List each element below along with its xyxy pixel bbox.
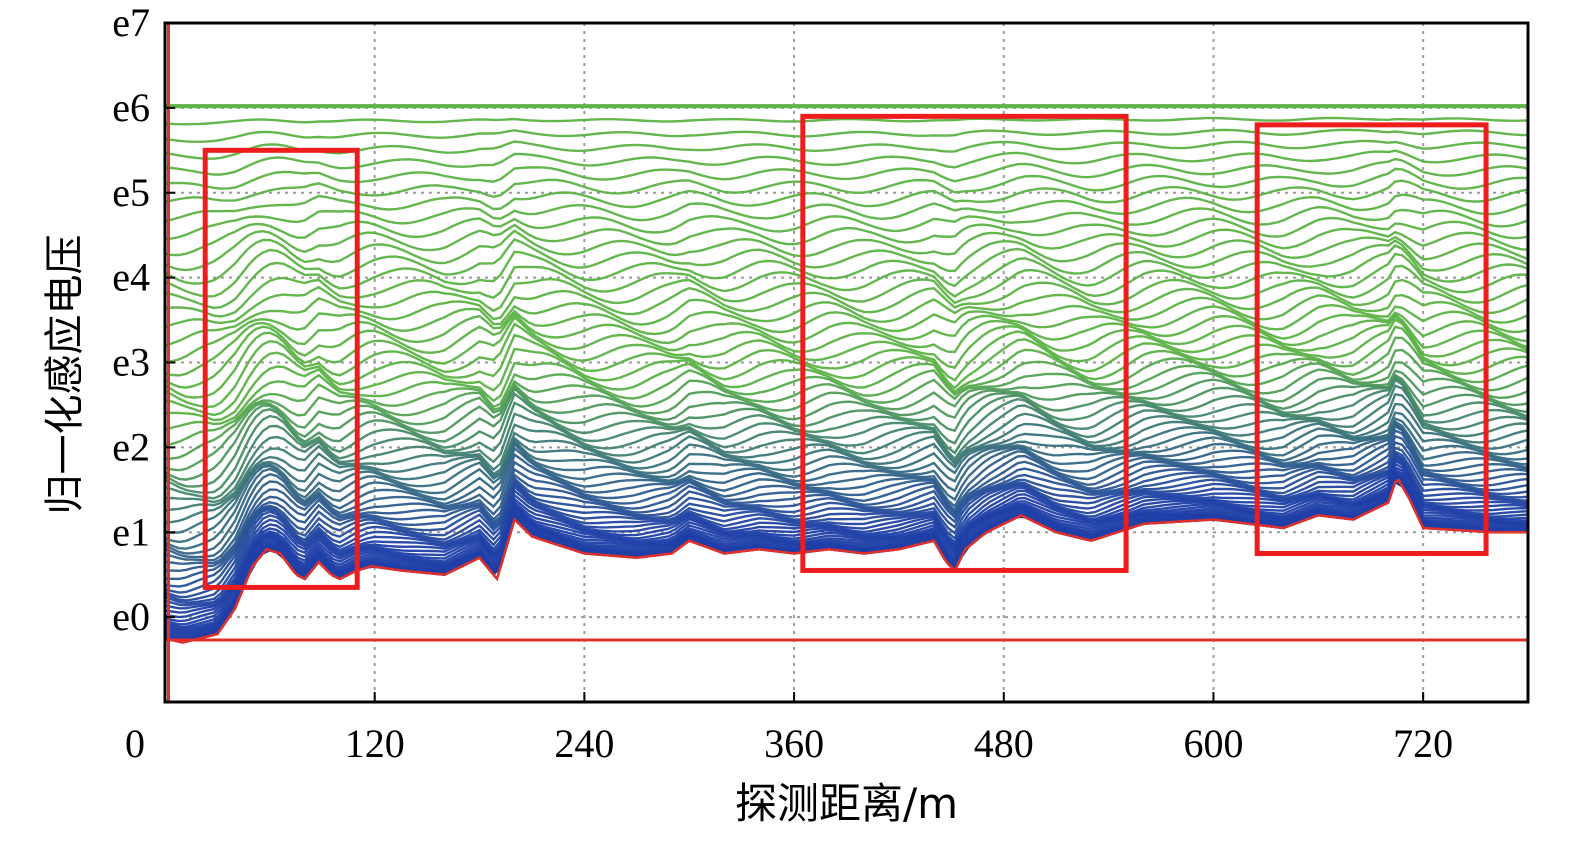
x-tick-label: 720 [1393,721,1453,766]
x-axis-title: 探测距离/m [735,779,958,828]
series-curve [164,374,1529,494]
series-curve [164,303,1529,389]
x-tick-label: 0 [125,721,145,766]
x-tick-labels: 0 120 240 360 480 600 720 [125,721,1453,766]
series-curve [164,317,1529,422]
highlight-box [1254,122,1489,556]
highlight-box [800,113,1129,573]
series-curve [164,244,1529,318]
y-tick-label: e7 [112,0,150,45]
series-curve [164,167,1529,204]
x-tick-label: 600 [1183,721,1243,766]
series-curve [164,139,1529,160]
y-tick-label: e2 [112,424,150,469]
y-tick-label: e6 [112,85,150,130]
series-curve [164,205,1529,257]
series-curve [164,373,1529,488]
series-curve [164,293,1529,377]
series-curve [164,472,1529,632]
series-curve [164,336,1529,447]
series-curve [164,468,1529,626]
series-curve [164,456,1529,610]
series-curve [164,313,1529,409]
series-curve [164,470,1529,629]
x-tick-label: 360 [764,721,824,766]
curve-group [164,23,1529,702]
x-tick-label: 120 [345,721,405,766]
series-curve [164,375,1529,500]
series-curve [164,314,1529,417]
series-curve [164,421,1529,559]
series-curve [164,369,1529,481]
y-tick-label: e1 [112,509,150,554]
series-curve [164,264,1529,347]
series-curve [165,428,1529,573]
y-tick-labels: e0 e1 e2 e3 e4 e5 e6 e7 [112,0,150,639]
series-curve [164,384,1529,512]
series-curve [164,471,1529,631]
series-curve [164,149,1529,176]
series-curve [164,252,1529,329]
series-curve [164,157,1529,190]
series-curve [164,411,1529,544]
highlight-box-group [202,113,1489,590]
series-curve [164,417,1529,550]
series-curve [164,392,1529,524]
series-curve [164,239,1529,310]
series-curve [164,193,1529,241]
series-curve [164,465,1529,623]
series-curve [164,361,1529,472]
series-curve [164,440,1529,588]
series-curve [164,452,1529,602]
series-curve [164,422,1529,562]
highlight-box [202,147,360,590]
series-curve [164,278,1529,364]
series-curve [164,424,1529,565]
series-curve [164,459,1529,614]
series-curve [164,311,1529,399]
y-tick-label: e5 [112,170,150,215]
series-curve [164,128,1529,144]
series-curve [164,462,1529,619]
series-curve [164,446,1529,594]
series-curve [164,235,1529,298]
series-curve [164,450,1529,599]
y-tick-label: e0 [112,594,150,639]
series-curve [164,454,1529,607]
plot-frame [163,21,1530,704]
y-tick-label: e3 [112,340,150,385]
series-curve [164,378,1529,504]
bottom-curve [164,478,1528,644]
series-curve [164,116,1529,126]
series-curve [164,402,1529,535]
series-curve [164,227,1529,285]
series-curve [164,325,1529,431]
series-curve [164,348,1529,460]
series-curve [164,216,1529,272]
series-curve [164,179,1529,223]
y-axis-title: 归一化感应电压 [42,235,88,515]
x-tick-label: 240 [554,721,614,766]
y-tick-label: e4 [112,255,150,300]
series-curve [164,434,1529,581]
series-curve [164,453,1529,605]
series-curve [164,419,1529,555]
x-tick-label: 480 [974,721,1034,766]
